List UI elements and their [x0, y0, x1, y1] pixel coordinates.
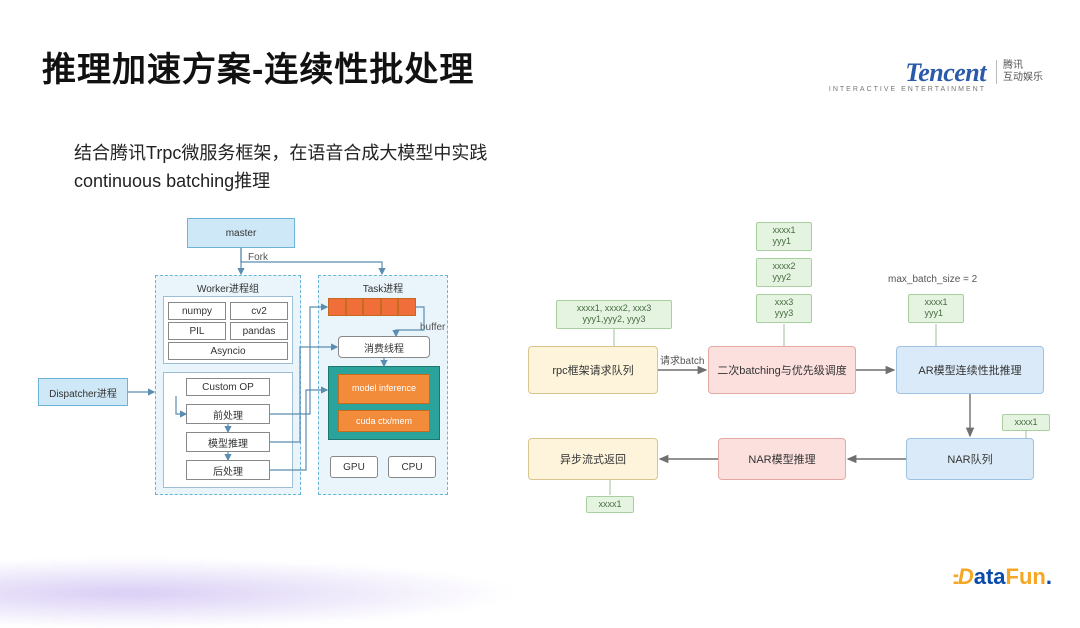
- page-title: 推理加速方案-连续性批处理: [42, 42, 474, 91]
- lib-pandas: pandas: [230, 322, 288, 340]
- custom-op: Custom OP: [186, 378, 270, 396]
- node-nar-queue: NAR队列: [906, 438, 1034, 480]
- lib-asyncio: Asyncio: [168, 342, 288, 360]
- tag-b2: xxxx2 yyy2: [756, 258, 812, 287]
- preprocess: 前处理: [186, 404, 270, 424]
- postprocess: 后处理: [186, 460, 270, 480]
- tag-ar: xxxx1 yyy1: [908, 294, 964, 323]
- lib-pil: PIL: [168, 322, 226, 340]
- model-inference: model inference: [338, 374, 430, 404]
- cuda-ctx: cuda ctx/mem: [338, 410, 430, 432]
- tencent-cn: 腾讯互动娱乐: [996, 60, 1044, 84]
- node-master: master: [187, 218, 295, 248]
- buffer-slots: [328, 298, 416, 316]
- lib-cv2: cv2: [230, 302, 288, 320]
- footer-glow: [0, 558, 520, 628]
- tag-nar-out: xxxx1: [586, 496, 634, 513]
- label-buffer: buffer: [420, 322, 445, 333]
- node-nar-infer: NAR模型推理: [718, 438, 846, 480]
- subtitle: 结合腾讯Trpc微服务框架，在语音合成大模型中实践continuous batc…: [74, 140, 487, 196]
- node-async-return: 异步流式返回: [528, 438, 658, 480]
- node-ar-infer: AR模型连续性批推理: [896, 346, 1044, 394]
- lib-numpy: numpy: [168, 302, 226, 320]
- datafun-logo: ::DataFun.: [952, 564, 1052, 590]
- consumer-thread: 消费线程: [338, 336, 430, 358]
- tencent-logo: Tencent INTERACTIVE ENTERTAINMENT 腾讯互动娱乐: [829, 58, 1042, 93]
- node-dispatcher: Dispatcher进程: [38, 378, 128, 406]
- label-max-bs: max_batch_size = 2: [888, 274, 977, 285]
- model-infer: 模型推理: [186, 432, 270, 452]
- tencent-brand: Tencent: [829, 58, 986, 88]
- cpu-box: CPU: [388, 456, 436, 478]
- gpu-box: GPU: [330, 456, 378, 478]
- tag-input: xxxx1, xxxx2, xxx3 yyy1,yyy2, yyy3: [556, 300, 672, 329]
- tag-b1: xxxx1 yyy1: [756, 222, 812, 251]
- tencent-sub: INTERACTIVE ENTERTAINMENT: [829, 86, 986, 93]
- label-fork: Fork: [248, 252, 268, 263]
- tag-b3: xxx3 yyy3: [756, 294, 812, 323]
- tag-narq: xxxx1: [1002, 414, 1050, 431]
- label-req-batch: 请求batch: [660, 352, 704, 367]
- node-batching: 二次batching与优先级调度: [708, 346, 856, 394]
- node-rpc-queue: rpc框架请求队列: [528, 346, 658, 394]
